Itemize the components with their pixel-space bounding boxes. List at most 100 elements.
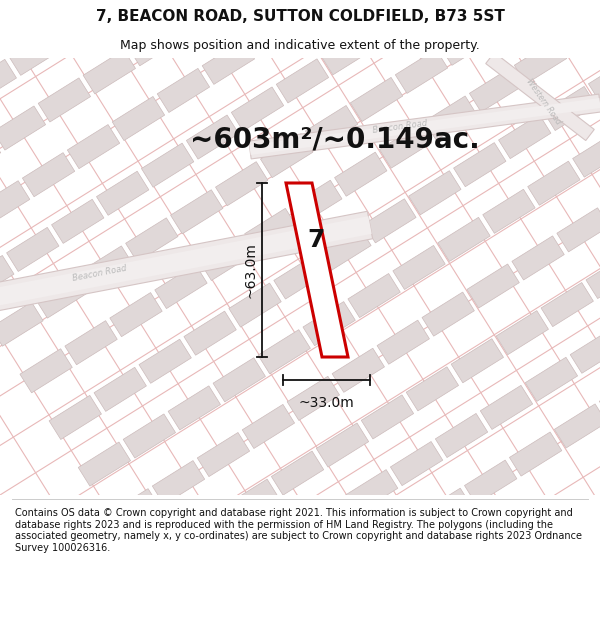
Polygon shape — [7, 228, 59, 271]
Polygon shape — [292, 0, 344, 28]
Polygon shape — [187, 115, 239, 159]
Polygon shape — [366, 2, 419, 47]
Polygon shape — [258, 329, 310, 374]
Polygon shape — [361, 395, 413, 439]
Polygon shape — [139, 339, 191, 383]
Polygon shape — [52, 199, 104, 243]
Polygon shape — [509, 432, 562, 476]
Polygon shape — [170, 190, 223, 234]
Polygon shape — [0, 256, 14, 299]
Polygon shape — [200, 236, 252, 281]
Polygon shape — [181, 508, 234, 551]
Polygon shape — [202, 40, 254, 84]
Polygon shape — [276, 59, 329, 103]
Polygon shape — [319, 227, 371, 271]
Polygon shape — [305, 106, 358, 149]
Polygon shape — [316, 423, 368, 467]
Polygon shape — [226, 479, 279, 523]
Polygon shape — [374, 516, 427, 561]
Polygon shape — [213, 357, 265, 402]
Polygon shape — [249, 94, 600, 159]
Polygon shape — [229, 283, 281, 327]
Polygon shape — [65, 321, 117, 365]
Polygon shape — [125, 218, 178, 262]
Polygon shape — [107, 489, 160, 532]
Text: ~603m²/~0.149ac.: ~603m²/~0.149ac. — [190, 126, 480, 154]
Polygon shape — [451, 339, 503, 382]
Polygon shape — [436, 414, 488, 458]
Polygon shape — [393, 246, 445, 289]
Polygon shape — [67, 124, 120, 169]
Polygon shape — [184, 311, 236, 355]
Polygon shape — [49, 396, 101, 439]
Polygon shape — [0, 59, 16, 104]
Polygon shape — [527, 161, 580, 205]
Polygon shape — [301, 498, 353, 542]
Polygon shape — [364, 199, 416, 243]
Polygon shape — [572, 133, 600, 177]
Polygon shape — [155, 264, 207, 309]
Polygon shape — [395, 49, 448, 93]
Polygon shape — [94, 368, 146, 411]
Polygon shape — [274, 255, 326, 299]
Polygon shape — [541, 282, 593, 327]
Text: Contains OS data © Crown copyright and database right 2021. This information is : Contains OS data © Crown copyright and d… — [15, 508, 582, 552]
Polygon shape — [99, 0, 151, 19]
Polygon shape — [286, 183, 348, 357]
Polygon shape — [525, 357, 578, 401]
Polygon shape — [559, 12, 600, 56]
Polygon shape — [406, 367, 458, 411]
Polygon shape — [557, 208, 600, 252]
Polygon shape — [173, 0, 226, 38]
Text: Western Road: Western Road — [524, 78, 562, 127]
Polygon shape — [438, 217, 490, 261]
Polygon shape — [247, 12, 299, 56]
Text: Beacon Road: Beacon Road — [72, 263, 128, 282]
Polygon shape — [0, 106, 46, 150]
Polygon shape — [197, 432, 250, 477]
Polygon shape — [332, 348, 385, 392]
Polygon shape — [348, 274, 400, 318]
Polygon shape — [464, 460, 517, 504]
Polygon shape — [0, 181, 30, 225]
Polygon shape — [469, 68, 522, 112]
Polygon shape — [544, 86, 596, 131]
Polygon shape — [496, 311, 548, 355]
Polygon shape — [346, 469, 398, 514]
Polygon shape — [454, 142, 506, 187]
Polygon shape — [215, 162, 268, 206]
Polygon shape — [83, 50, 136, 94]
Polygon shape — [0, 0, 32, 29]
Polygon shape — [20, 349, 73, 393]
Polygon shape — [260, 134, 313, 178]
Polygon shape — [36, 274, 88, 318]
Text: Map shows position and indicative extent of the property.: Map shows position and indicative extent… — [120, 39, 480, 52]
Polygon shape — [512, 236, 564, 280]
Polygon shape — [128, 22, 181, 66]
Polygon shape — [422, 292, 475, 336]
Polygon shape — [0, 134, 1, 178]
Polygon shape — [440, 21, 493, 66]
Polygon shape — [123, 414, 176, 458]
Polygon shape — [589, 58, 600, 102]
Polygon shape — [152, 461, 205, 504]
Text: ~63.0m: ~63.0m — [244, 242, 258, 298]
Polygon shape — [303, 302, 355, 346]
Polygon shape — [80, 246, 133, 290]
Polygon shape — [514, 40, 567, 84]
Polygon shape — [0, 216, 371, 309]
Polygon shape — [483, 189, 535, 233]
Polygon shape — [570, 329, 600, 373]
Polygon shape — [0, 211, 373, 314]
Polygon shape — [411, 0, 463, 19]
Polygon shape — [242, 404, 295, 449]
Polygon shape — [157, 68, 209, 112]
Polygon shape — [142, 143, 194, 188]
Polygon shape — [256, 526, 308, 570]
Polygon shape — [335, 152, 387, 196]
Polygon shape — [380, 124, 432, 168]
Text: Beacon Road: Beacon Road — [372, 119, 428, 135]
Polygon shape — [467, 264, 520, 308]
Polygon shape — [78, 442, 131, 486]
Polygon shape — [486, 52, 594, 141]
